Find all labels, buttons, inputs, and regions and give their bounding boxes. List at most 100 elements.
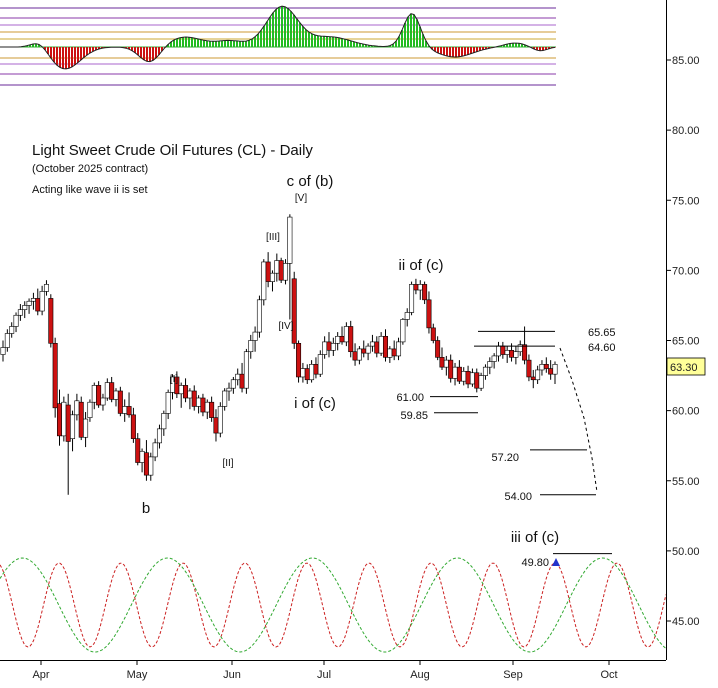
candle-body: [283, 263, 289, 281]
level-label: 64.60: [588, 342, 616, 354]
candle-body: [539, 364, 545, 371]
candle-body: [148, 456, 154, 476]
cycle-long: [0, 557, 667, 653]
candle: [226, 382, 232, 401]
candle: [126, 392, 132, 418]
candle-body: [130, 414, 136, 439]
candle-body: [13, 314, 19, 327]
candle: [209, 396, 215, 422]
candle-body: [126, 406, 132, 416]
candle: [522, 326, 528, 365]
candle-body: [61, 401, 67, 437]
candle-body: [161, 413, 167, 430]
candle: [478, 372, 484, 391]
candle-body: [117, 390, 123, 414]
candle-body: [78, 401, 84, 438]
candle: [330, 337, 336, 356]
y-tick-label: 85.00: [672, 55, 700, 67]
candle-body: [491, 355, 497, 362]
candle-body: [482, 366, 488, 376]
candle: [87, 399, 93, 422]
candle-body: [469, 372, 475, 385]
candle-body: [291, 278, 297, 344]
candle-body: [183, 385, 189, 399]
wave-label: c of (b): [287, 173, 334, 190]
candle: [61, 396, 67, 442]
candle-body: [461, 371, 467, 382]
candle-body: [356, 348, 362, 361]
candle-body: [17, 309, 23, 316]
candle: [552, 361, 558, 384]
candle-body: [226, 387, 232, 392]
wave-label: [III]: [266, 232, 280, 243]
cycle-lines: [0, 557, 667, 653]
candle-body: [330, 343, 336, 351]
candle-body: [504, 350, 510, 355]
candle-body: [369, 341, 375, 347]
level-label: 57.20: [491, 452, 519, 464]
candle-body: [252, 331, 258, 341]
candle-body: [417, 284, 423, 291]
candle: [152, 438, 158, 462]
last-price-box: [666, 357, 706, 376]
candle-body: [487, 361, 493, 368]
candle-body: [178, 385, 184, 395]
candle-body: [96, 385, 102, 406]
candle: [26, 298, 32, 314]
candle: [435, 336, 441, 361]
candle-body: [104, 382, 110, 399]
candle: [404, 308, 410, 327]
y-tick-label: 60.00: [672, 406, 700, 418]
y-tick-label: 50.00: [672, 546, 700, 558]
candle-body: [435, 340, 441, 358]
candle-body: [304, 368, 310, 381]
candle-body: [30, 298, 36, 302]
candle: [83, 412, 89, 448]
candle: [296, 340, 302, 383]
candle: [9, 322, 15, 338]
candle-body: [65, 404, 71, 442]
level-label: 61.00: [396, 392, 424, 404]
candle: [430, 323, 436, 344]
candle: [70, 410, 76, 452]
x-axis-ticks: Apr May Jun Jul Aug Sep Oct: [32, 660, 618, 681]
candle-body: [526, 359, 532, 378]
candle-body: [26, 300, 32, 306]
candle-body: [430, 327, 436, 341]
candle-body: [204, 401, 210, 413]
candle: [4, 329, 10, 352]
candle-body: [552, 364, 558, 375]
wave-label: [IV]: [278, 321, 293, 332]
wave-label: [V]: [295, 193, 307, 204]
projection-path: [559, 347, 598, 493]
candle-body: [187, 390, 193, 399]
candle: [78, 396, 84, 441]
candle: [96, 381, 102, 408]
candle-body: [422, 284, 428, 301]
candle-body: [213, 417, 219, 434]
candle-body: [191, 390, 197, 407]
candle-body: [269, 272, 275, 282]
chart-title: Light Sweet Crude Oil Futures (CL) - Dai…: [32, 142, 313, 159]
candle-body: [513, 351, 519, 358]
candle-body: [500, 345, 506, 355]
candle: [396, 337, 402, 361]
candle-body: [287, 216, 293, 264]
candle-body: [543, 364, 549, 369]
candle-body: [278, 260, 284, 281]
wave-label: i of (c): [294, 395, 336, 412]
y-tick-label: 55.00: [672, 476, 700, 488]
candle-body: [239, 373, 245, 389]
candle: [543, 357, 549, 373]
candle: [13, 312, 19, 333]
candle: [243, 348, 249, 394]
candle-body: [300, 368, 306, 378]
level-label: 49.80: [521, 557, 549, 569]
candle-body: [165, 392, 171, 414]
candle-body: [535, 369, 541, 381]
oscillator: [0, 5, 556, 70]
candle: [400, 318, 406, 345]
candle: [513, 346, 519, 365]
chart-subtitle: (October 2025 contract): [32, 163, 148, 175]
